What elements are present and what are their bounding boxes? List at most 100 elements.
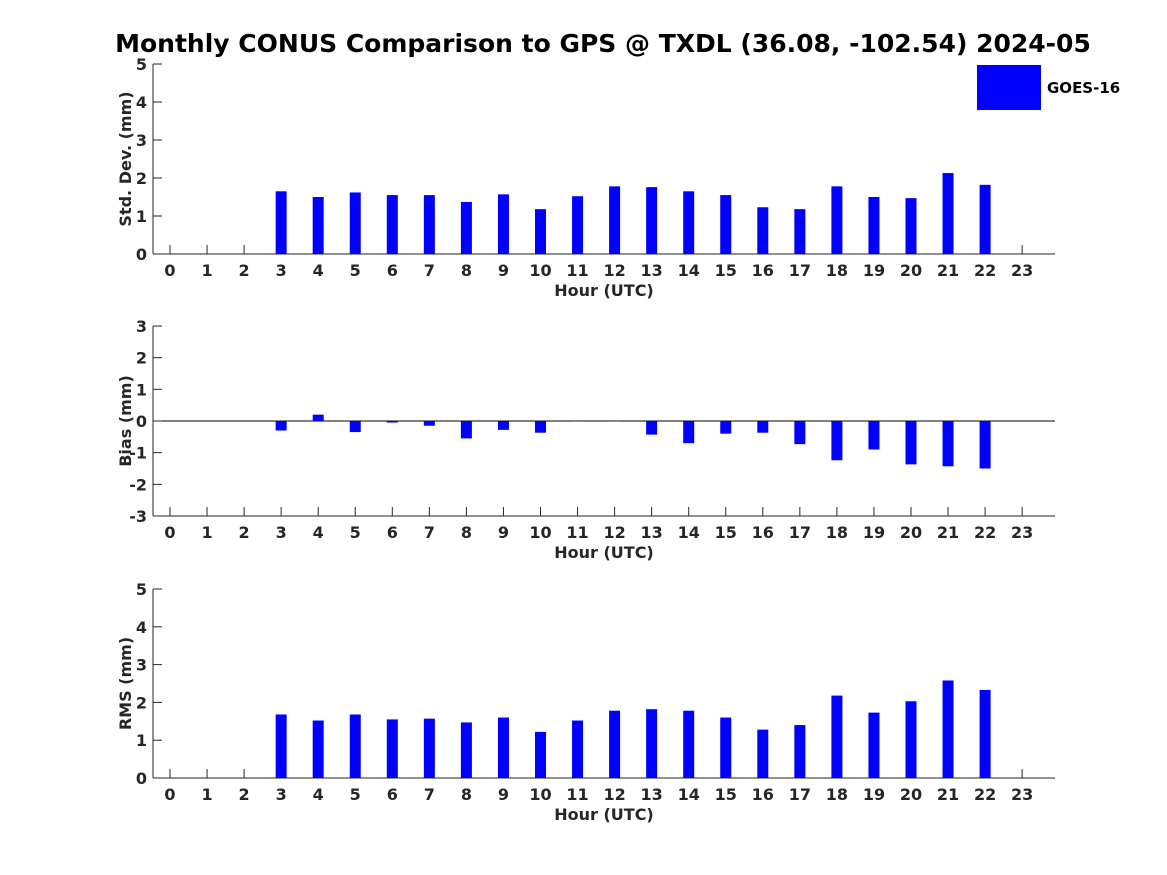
rms-y-axis-label: RMS (mm)	[116, 637, 135, 730]
x-tick-label: 12	[603, 523, 625, 542]
std-dev-bar	[905, 198, 917, 254]
x-tick-label: 0	[164, 785, 175, 804]
rms-x-axis-label: Hour (UTC)	[554, 805, 654, 824]
x-tick-label: 3	[276, 785, 287, 804]
rms-bar	[942, 680, 954, 778]
bias-bar	[275, 421, 287, 431]
bias-bar	[868, 421, 880, 450]
x-tick-label: 2	[239, 785, 250, 804]
x-tick-label: 20	[900, 785, 922, 804]
bias-x-axis-label: Hour (UTC)	[554, 543, 654, 562]
x-tick-label: 0	[164, 523, 175, 542]
x-tick-label: 7	[424, 261, 435, 280]
x-tick-label: 14	[678, 523, 700, 542]
x-tick-label: 16	[752, 785, 774, 804]
x-tick-label: 4	[313, 261, 324, 280]
x-tick-label: 2	[239, 261, 250, 280]
rms-bar	[905, 701, 917, 778]
std-dev-bar	[275, 191, 287, 254]
x-tick-label: 18	[826, 523, 848, 542]
x-tick-label: 7	[424, 523, 435, 542]
x-tick-label: 9	[498, 785, 509, 804]
x-tick-label: 9	[498, 523, 509, 542]
bias-bar	[312, 414, 324, 421]
rms-bar	[794, 725, 806, 778]
y-tick-label: 4	[136, 618, 147, 637]
std-dev-bar	[646, 187, 658, 254]
bias-bar	[942, 421, 954, 467]
x-tick-label: 20	[900, 261, 922, 280]
x-tick-label: 1	[201, 523, 212, 542]
x-tick-label: 17	[789, 785, 811, 804]
bias-bar	[497, 421, 509, 430]
x-tick-label: 13	[641, 523, 663, 542]
bias-bar	[535, 421, 546, 433]
y-tick-label: 0	[136, 245, 147, 264]
bias-bar	[757, 421, 769, 433]
bias-bar	[720, 421, 732, 434]
std-dev-y-axis-label: Std. Dev. (mm)	[116, 91, 135, 226]
std-dev-bar	[609, 186, 621, 254]
rms-bar	[609, 710, 621, 778]
bias-bar	[460, 421, 472, 439]
std-dev-bar	[460, 201, 472, 254]
x-tick-label: 12	[603, 261, 625, 280]
x-tick-label: 22	[974, 785, 996, 804]
x-tick-label: 1	[201, 261, 212, 280]
x-tick-label: 4	[313, 785, 324, 804]
x-tick-label: 23	[1011, 261, 1033, 280]
x-tick-label: 15	[715, 261, 737, 280]
rms-bar	[683, 710, 695, 778]
x-tick-label: 5	[350, 785, 361, 804]
x-tick-label: 5	[350, 523, 361, 542]
legend-swatch	[977, 65, 1041, 110]
x-tick-label: 8	[461, 261, 472, 280]
x-tick-label: 23	[1011, 523, 1033, 542]
x-tick-label: 6	[387, 523, 398, 542]
rms-bar	[497, 717, 509, 778]
y-tick-label: 2	[136, 169, 147, 188]
x-tick-label: 5	[350, 261, 361, 280]
rms-bar	[720, 717, 732, 778]
y-tick-label: 1	[136, 380, 147, 399]
rms-bar	[979, 689, 991, 778]
x-tick-label: 17	[789, 261, 811, 280]
x-tick-label: 21	[937, 785, 959, 804]
y-tick-label: 5	[136, 580, 147, 599]
y-tick-label: 2	[136, 349, 147, 368]
y-tick-label: -3	[129, 507, 147, 526]
rms-bar	[312, 720, 324, 778]
x-tick-label: 15	[715, 785, 737, 804]
std-dev-bar	[423, 195, 435, 254]
bias-bar	[646, 421, 658, 435]
rms-bar	[386, 719, 398, 778]
y-tick-label: 1	[136, 207, 147, 226]
x-tick-label: 18	[826, 785, 848, 804]
x-tick-label: 14	[678, 785, 700, 804]
y-tick-label: 1	[136, 731, 147, 750]
x-tick-label: 19	[863, 261, 885, 280]
x-tick-label: 10	[529, 261, 551, 280]
bias-bar	[683, 421, 695, 444]
x-tick-label: 19	[863, 523, 885, 542]
rms-bar	[423, 718, 435, 778]
std-dev-bar	[386, 195, 398, 254]
bias-bar	[831, 421, 843, 461]
std-dev-bar	[312, 197, 324, 254]
std-dev-bar	[942, 173, 954, 254]
x-tick-label: 3	[276, 523, 287, 542]
std-dev-bar	[535, 209, 546, 254]
std-dev-bar	[757, 207, 769, 254]
x-tick-label: 12	[603, 785, 625, 804]
std-dev-bar	[572, 196, 584, 254]
x-tick-label: 8	[461, 785, 472, 804]
x-tick-label: 9	[498, 261, 509, 280]
bias-bar	[423, 421, 435, 426]
x-tick-label: 16	[752, 523, 774, 542]
x-tick-label: 11	[566, 261, 588, 280]
bias-bar	[794, 421, 806, 445]
x-tick-label: 17	[789, 523, 811, 542]
y-tick-label: 3	[136, 656, 147, 675]
